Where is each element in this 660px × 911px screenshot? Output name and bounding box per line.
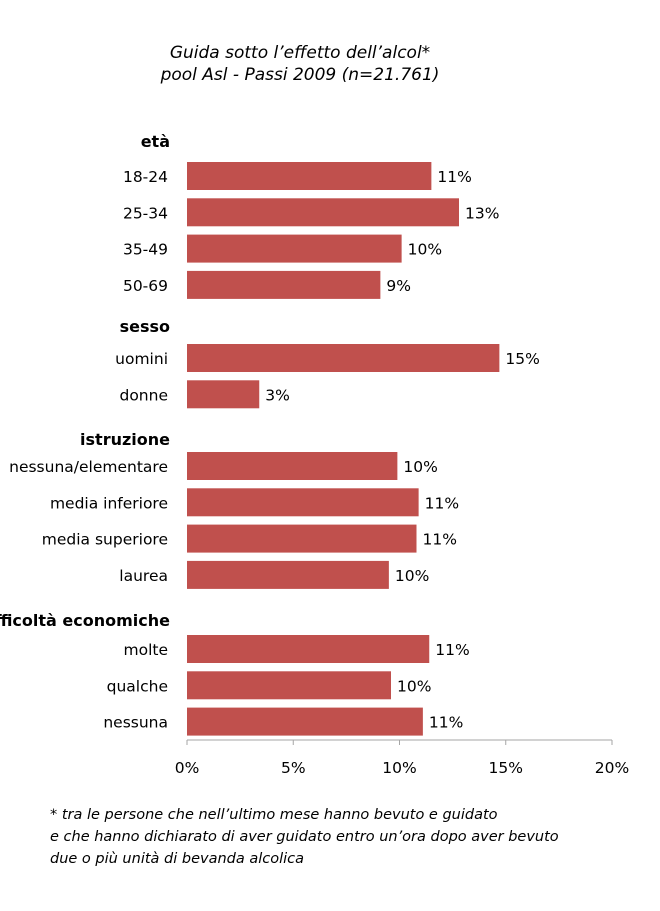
bar: [187, 707, 423, 736]
data-label: 10%: [403, 458, 437, 476]
category-label: 18-24: [123, 168, 168, 186]
data-label: 11%: [429, 714, 463, 732]
bar: [187, 380, 260, 409]
x-tick-label: 20%: [595, 759, 629, 777]
footnote-line-3: due o più unità di bevanda alcolica: [50, 851, 305, 867]
x-tick-label: 15%: [489, 759, 523, 777]
group-header: sesso: [120, 317, 170, 336]
bar: [187, 344, 500, 372]
group-header: difficoltà economiche: [0, 611, 170, 630]
data-label: 15%: [505, 350, 539, 368]
bar: [187, 671, 391, 700]
bar: [187, 560, 389, 589]
bar: [187, 234, 402, 263]
bar: [187, 198, 459, 227]
category-label: 25-34: [123, 204, 168, 222]
category-label: nessuna/elementare: [9, 458, 168, 476]
category-label: qualche: [107, 677, 168, 695]
data-label: 3%: [265, 386, 290, 404]
group-header: età: [141, 132, 170, 151]
x-tick-label: 10%: [382, 759, 416, 777]
category-label: 35-49: [123, 241, 168, 259]
data-label: 11%: [435, 641, 469, 659]
data-label: 13%: [465, 204, 499, 222]
data-label: 10%: [408, 241, 442, 259]
data-label: 10%: [397, 677, 431, 695]
category-label: media superiore: [42, 531, 168, 549]
bar: [187, 635, 430, 663]
data-label: 9%: [386, 277, 411, 295]
category-label: 50-69: [123, 277, 168, 295]
category-label: nessuna: [103, 714, 168, 732]
category-label: media inferiore: [50, 494, 168, 512]
chart-title: Guida sotto l’effetto dell’alcol*: [169, 43, 431, 63]
bar: [187, 488, 419, 517]
data-label: 11%: [437, 168, 471, 186]
category-label: molte: [123, 641, 168, 659]
data-label: 11%: [423, 531, 457, 549]
bar: [187, 162, 432, 190]
category-label: donne: [119, 386, 168, 404]
chart-subtitle: pool Asl - Passi 2009 (n=21.761): [160, 65, 440, 85]
data-label: 11%: [425, 494, 459, 512]
group-header: istruzione: [80, 430, 170, 449]
footnote-line-1: * tra le persone che nell’ultimo mese ha…: [50, 807, 498, 823]
footnote-line-2: e che hanno dichiarato di aver guidato e…: [50, 829, 559, 845]
data-label: 10%: [395, 567, 429, 585]
bar: [187, 524, 417, 553]
x-tick-label: 5%: [281, 759, 306, 777]
category-label: laurea: [119, 567, 168, 585]
bar: [187, 452, 398, 480]
x-tick-label: 0%: [175, 759, 200, 777]
bar: [187, 270, 381, 299]
category-label: uomini: [115, 350, 168, 368]
bar-chart: età 18-24 11% 25-34 13% 35-49 10% 50-69 9% sesso u…: [0, 132, 629, 777]
